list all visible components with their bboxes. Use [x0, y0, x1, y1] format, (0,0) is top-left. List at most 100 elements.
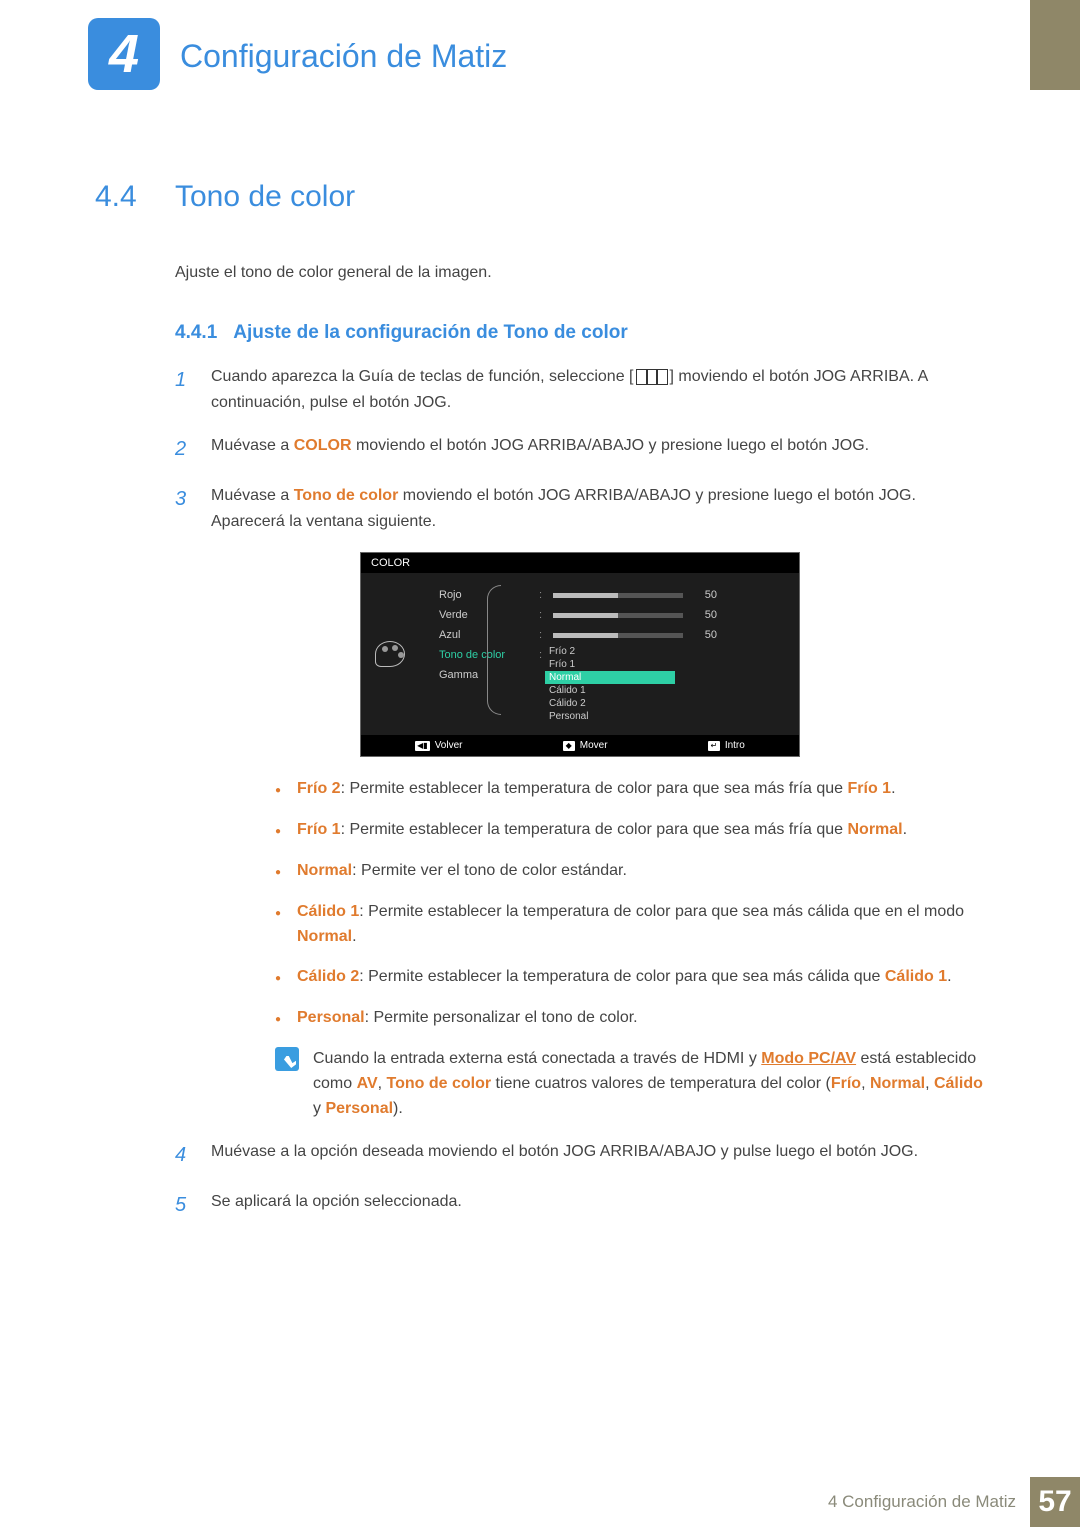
- colon: :: [539, 649, 545, 661]
- bullet-item: ● Frío 1: Permite establecer la temperat…: [275, 818, 985, 843]
- page-footer: 4 Configuración de Matiz 57: [814, 1477, 1080, 1527]
- keyword: Frío: [831, 1075, 861, 1092]
- bullet-item: ● Cálido 2: Permite establecer la temper…: [275, 965, 985, 990]
- bullet-dot-icon: ●: [275, 865, 283, 884]
- osd-footer-label: Volver: [435, 740, 463, 751]
- osd-value: 50: [691, 629, 717, 641]
- bullet-item: ● Personal: Permite personalizar el tono…: [275, 1006, 985, 1031]
- text-fragment: ,: [378, 1075, 387, 1092]
- keyword: Normal: [870, 1075, 925, 1092]
- chapter-number-badge: 4: [88, 18, 160, 90]
- osd-bracket-arc: [487, 585, 501, 715]
- text-fragment: .: [947, 968, 951, 985]
- osd-value: 50: [691, 589, 717, 601]
- step-text: Cuando aparezca la Guía de teclas de fun…: [211, 364, 985, 415]
- colon: :: [539, 589, 545, 601]
- osd-left-pane: [361, 573, 419, 735]
- chapter-title: Configuración de Matiz: [180, 38, 507, 75]
- step-number: 4: [175, 1139, 193, 1171]
- keyword: Cálido 1: [885, 968, 947, 985]
- chapter-number: 4: [109, 23, 139, 85]
- text-fragment: ,: [925, 1075, 934, 1092]
- subsection-heading: 4.4.1 Ajuste de la configuración de Tono…: [175, 322, 985, 344]
- osd-label: Azul: [439, 629, 531, 641]
- menu-segmented-icon: [636, 369, 668, 385]
- osd-menu: Rojo : 50 Verde : 50 Azul :: [419, 573, 799, 735]
- step-item: 5 Se aplicará la opción seleccionada.: [175, 1189, 985, 1221]
- text-fragment: : Permite personalizar el tono de color.: [365, 1009, 638, 1026]
- bullet-list: ● Frío 2: Permite establecer la temperat…: [275, 777, 985, 1031]
- keyword: Frío 1: [848, 780, 892, 797]
- osd-footer-label: Intro: [725, 740, 745, 751]
- text-fragment: .: [891, 780, 895, 797]
- osd-slider-bar: [553, 593, 683, 598]
- text-fragment: y: [313, 1100, 325, 1117]
- bullet-dot-icon: ●: [275, 971, 283, 990]
- keyword: Frío 2: [297, 780, 341, 797]
- bullet-text: Frío 2: Permite establecer la temperatur…: [297, 777, 896, 802]
- osd-slider-fill: [553, 593, 618, 598]
- osd-footer-item: ◆ Mover: [563, 740, 608, 751]
- text-fragment: : Permite establecer la temperatura de c…: [341, 780, 848, 797]
- keyword: AV: [357, 1075, 378, 1092]
- keyword: Frío 1: [297, 821, 341, 838]
- move-key-icon: ◆: [563, 741, 575, 751]
- osd-screenshot: COLOR Rojo : 50 Verde :: [360, 552, 800, 757]
- step-text: Muévase a Tono de color moviendo el botó…: [211, 483, 985, 534]
- osd-footer-label: Mover: [580, 740, 608, 751]
- footer-chapter-label: 4 Configuración de Matiz: [814, 1478, 1030, 1526]
- bullet-item: ● Normal: Permite ver el tono de color e…: [275, 859, 985, 884]
- colon: :: [539, 609, 545, 621]
- keyword: Normal: [297, 928, 352, 945]
- step-number: 1: [175, 364, 193, 415]
- text-fragment: : Permite establecer la temperatura de c…: [359, 968, 885, 985]
- step-text: Muévase a COLOR moviendo el botón JOG AR…: [211, 433, 985, 465]
- osd-option: Cálido 2: [545, 697, 675, 710]
- text-fragment: Cuando la entrada externa está conectada…: [313, 1050, 761, 1067]
- header-side-accent: [1030, 0, 1080, 90]
- text-fragment: tiene cuatros valores de temperatura del…: [491, 1075, 831, 1092]
- step-text: Muévase a la opción deseada moviendo el …: [211, 1139, 985, 1171]
- bullet-text: Frío 1: Permite establecer la temperatur…: [297, 818, 907, 843]
- keyword: Cálido 2: [297, 968, 359, 985]
- bullet-text: Normal: Permite ver el tono de color est…: [297, 859, 627, 884]
- text-fragment: Muévase a: [211, 437, 294, 454]
- bullet-dot-icon: ●: [275, 1012, 283, 1031]
- osd-footer-item: ◀▮ Volver: [415, 740, 462, 751]
- page-header: 4 Configuración de Matiz: [0, 0, 1080, 120]
- osd-title: COLOR: [361, 553, 799, 573]
- keyword: Normal: [848, 821, 903, 838]
- text-fragment: .: [352, 928, 356, 945]
- osd-slider-bar: [553, 633, 683, 638]
- text-fragment: ).: [393, 1100, 403, 1117]
- osd-value: 50: [691, 609, 717, 621]
- bullet-item: ● Cálido 1: Permite establecer la temper…: [275, 900, 985, 950]
- enter-key-icon: ↵: [708, 741, 720, 751]
- colon: :: [539, 629, 545, 641]
- section-heading: 4.4 Tono de color: [95, 180, 985, 214]
- section-number: 4.4: [95, 180, 153, 214]
- osd-label: Gamma: [439, 669, 531, 681]
- osd-label: Verde: [439, 609, 531, 621]
- bullet-text: Personal: Permite personalizar el tono d…: [297, 1006, 638, 1031]
- back-key-icon: ◀▮: [415, 741, 430, 751]
- osd-slider-fill: [553, 613, 618, 618]
- osd-footer: ◀▮ Volver ◆ Mover ↵ Intro: [361, 735, 799, 756]
- note-text: Cuando la entrada externa está conectada…: [313, 1047, 985, 1121]
- step-item: 1 Cuando aparezca la Guía de teclas de f…: [175, 364, 985, 415]
- text-fragment: ,: [861, 1075, 870, 1092]
- osd-option: Frío 2: [545, 645, 675, 658]
- text-fragment: : Permite ver el tono de color estándar.: [352, 862, 627, 879]
- text-fragment: .: [903, 821, 907, 838]
- text-fragment: : Permite establecer la temperatura de c…: [341, 821, 848, 838]
- bullet-dot-icon: ●: [275, 824, 283, 843]
- step-text: Se aplicará la opción seleccionada.: [211, 1189, 985, 1221]
- section-intro: Ajuste el tono de color general de la im…: [175, 264, 985, 282]
- keyword: Tono de color: [387, 1075, 492, 1092]
- section-title: Tono de color: [175, 180, 355, 214]
- osd-body: Rojo : 50 Verde : 50 Azul :: [361, 573, 799, 735]
- text-fragment: Cuando aparezca la Guía de teclas de fun…: [211, 368, 634, 385]
- step-number: 2: [175, 433, 193, 465]
- subsection-number: 4.4.1: [175, 322, 217, 344]
- keyword: Cálido: [934, 1075, 983, 1092]
